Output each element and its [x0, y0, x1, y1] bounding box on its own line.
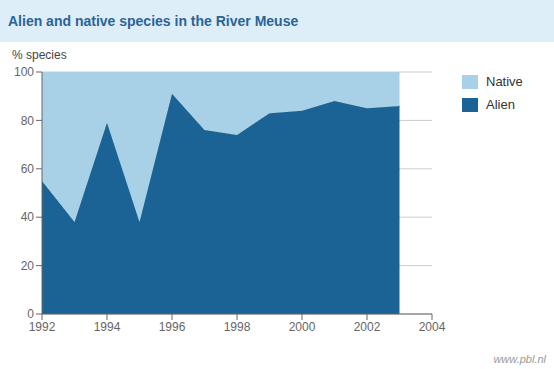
svg-text:100: 100	[14, 65, 34, 79]
svg-text:1992: 1992	[29, 320, 56, 334]
svg-text:1994: 1994	[94, 320, 121, 334]
svg-text:40: 40	[21, 210, 35, 224]
svg-text:2002: 2002	[354, 320, 381, 334]
svg-text:0: 0	[27, 307, 34, 321]
svg-text:20: 20	[21, 259, 35, 273]
svg-text:2004: 2004	[419, 320, 446, 334]
html-text:www.pbl.nl: www.pbl.nl	[493, 353, 546, 365]
html-text:% species: % species	[12, 48, 67, 62]
html-text:Alien: Alien	[486, 97, 515, 112]
svg-text:2000: 2000	[289, 320, 316, 334]
svg-text:1998: 1998	[224, 320, 251, 334]
svg-text:80: 80	[21, 114, 35, 128]
html-text:Alien and native species in th: Alien and native species in the River Me…	[8, 13, 299, 29]
svg-text:1996: 1996	[159, 320, 186, 334]
svg-text:60: 60	[21, 162, 35, 176]
html-text:Native: Native	[486, 74, 523, 89]
